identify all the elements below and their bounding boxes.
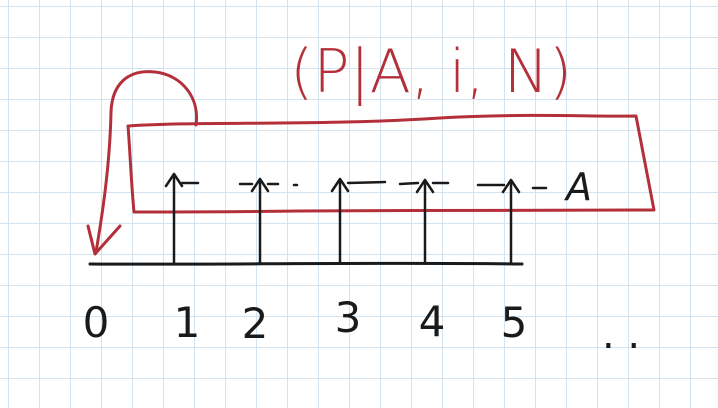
period-label-1: 1 [174,298,201,347]
arrowhead-up-icon [250,177,270,193]
cash-flow-arrow-1 [164,172,184,264]
annuity-bracket-box [126,113,656,214]
arrowhead-up-icon [330,177,350,193]
annuity-dash-line [180,180,548,190]
period-label-5: 5 [501,298,528,347]
continuation-ellipsis: . . [602,312,640,358]
present-value-arrowhead-icon [86,224,122,256]
period-label-4: 4 [419,297,446,346]
annuity-label: A [563,165,592,209]
cash-flow-arrow-2 [250,177,270,265]
cash-flow-arrow-3 [330,177,350,265]
present-value-loop-arrow [94,70,199,254]
arrowhead-up-icon [164,172,184,188]
period-label-0: 0 [83,298,110,347]
period-label-3: 3 [335,293,362,342]
period-label-2: 2 [242,299,269,348]
formula-title: (P|A, i, N) [290,37,572,107]
arrowhead-up-icon [501,178,521,194]
cash-flow-arrow-5 [501,178,521,265]
arrowhead-up-icon [415,178,435,194]
cash-flow-arrow-4 [415,178,435,265]
timeline-axis [88,261,524,266]
